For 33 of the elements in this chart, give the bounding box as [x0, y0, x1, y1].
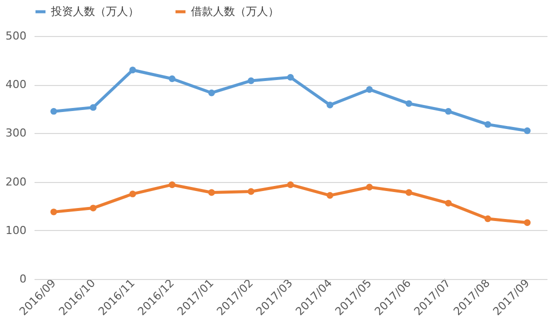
y-tick-label: 500: [6, 30, 26, 42]
point: [484, 215, 492, 222]
y-tick-label: 300: [6, 126, 26, 140]
point: [287, 181, 294, 188]
point: [484, 121, 492, 128]
y-tick-label: 200: [6, 175, 26, 188]
point: [326, 102, 334, 108]
point: [90, 104, 97, 111]
point: [326, 192, 334, 199]
point: [168, 75, 176, 82]
point: [287, 74, 294, 81]
point: [444, 108, 452, 115]
point: [444, 200, 452, 207]
point: [90, 204, 97, 212]
point: [50, 208, 58, 216]
point: [168, 181, 176, 188]
legend-label: 借款人数（万人）: [191, 4, 279, 18]
point: [366, 184, 373, 190]
point: [129, 66, 136, 74]
point: [524, 127, 531, 134]
y-tick-label: 100: [6, 224, 26, 237]
point: [248, 188, 254, 195]
point: [208, 90, 215, 96]
point: [366, 86, 373, 93]
y-tick-label: 400: [6, 78, 26, 92]
point: [50, 108, 58, 115]
point: [129, 190, 136, 198]
point: [248, 77, 254, 84]
point: [406, 100, 412, 107]
point: [406, 189, 412, 196]
point: [208, 189, 215, 196]
point: [524, 219, 531, 226]
legend-label: 投资人数（万人）: [50, 4, 139, 18]
